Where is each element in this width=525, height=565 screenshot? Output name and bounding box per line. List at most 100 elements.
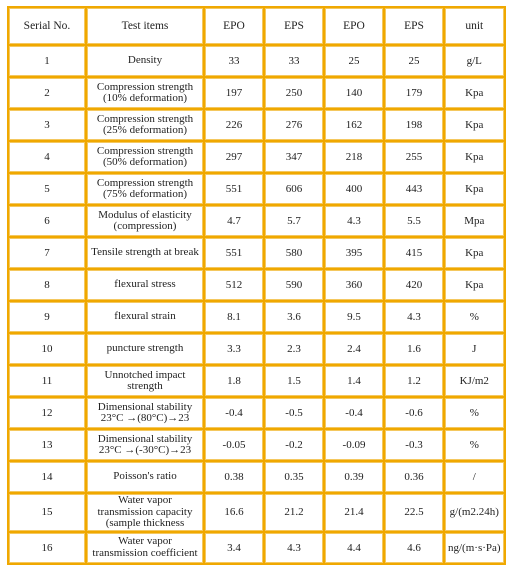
eps-1-cell: -0.2 — [265, 430, 323, 460]
test-item-cell: puncture strength — [87, 334, 203, 364]
test-item-cell: Modulus of elasticity (compression) — [87, 206, 203, 236]
eps-1-cell: 606 — [265, 174, 323, 204]
test-item-cell: Density — [87, 46, 203, 76]
epo-1-cell: 8.1 — [205, 302, 263, 332]
epo-1-cell: 512 — [205, 270, 263, 300]
epo-2-cell: 218 — [325, 142, 383, 172]
epo-1-cell: -0.05 — [205, 430, 263, 460]
epo-1-cell: 297 — [205, 142, 263, 172]
table-header-row: Serial No. Test items EPO EPS EPO EPS un… — [9, 8, 504, 44]
epo-2-cell: 21.4 — [325, 494, 383, 531]
eps-1-cell: 0.35 — [265, 462, 323, 492]
epo-2-cell: 1.4 — [325, 366, 383, 396]
unit-cell: Kpa — [445, 78, 504, 108]
epo-2-cell: 140 — [325, 78, 383, 108]
epo-2-cell: 400 — [325, 174, 383, 204]
unit-cell: Mpa — [445, 206, 504, 236]
unit-cell: % — [445, 302, 504, 332]
epo-2-cell: 4.3 — [325, 206, 383, 236]
properties-table: Serial No. Test items EPO EPS EPO EPS un… — [7, 6, 506, 565]
epo-2-cell: 395 — [325, 238, 383, 268]
table-row: 16 Water vapor transmission coefficient 3.… — [9, 532, 504, 563]
eps-2-cell: -0.3 — [385, 430, 443, 460]
eps-1-cell: 5.7 — [265, 206, 323, 236]
table-row: 15 Water vapor transmission capacity (sam… — [9, 494, 504, 531]
header-test-items: Test items — [87, 8, 203, 44]
serial-no-cell: 14 — [9, 462, 85, 492]
table-row: 9 flexural strain 8.1 3.6 9.5 4.3% — [9, 302, 504, 332]
properties-table-container: Serial No. Test items EPO EPS EPO EPS un… — [7, 6, 506, 565]
eps-2-cell: 25 — [385, 46, 443, 76]
eps-1-cell: 3.6 — [265, 302, 323, 332]
eps-1-cell: 1.5 — [265, 366, 323, 396]
header-serial-no: Serial No. — [9, 8, 85, 44]
eps-2-cell: 420 — [385, 270, 443, 300]
table-row: 12 Dimensional stability 23°C →(80°C)→23-… — [9, 398, 504, 428]
test-item-cell: Dimensional stability 23°C →(-30°C)→23 — [87, 430, 203, 460]
epo-2-cell: 360 — [325, 270, 383, 300]
serial-no-cell: 4 — [9, 142, 85, 172]
serial-no-cell: 15 — [9, 494, 85, 531]
table-row: 14 Poisson's ratio 0.38 0.35 0.39 0.36/ — [9, 462, 504, 492]
test-item-cell: Compression strength (50% deformation) — [87, 142, 203, 172]
test-item-cell: Poisson's ratio — [87, 462, 203, 492]
header-epo-1: EPO — [205, 8, 263, 44]
eps-2-cell: 4.6 — [385, 532, 443, 563]
unit-cell: Kpa — [445, 238, 504, 268]
epo-2-cell: 2.4 — [325, 334, 383, 364]
test-item-cell: Water vapor transmission coefficient — [87, 532, 203, 563]
serial-no-cell: 5 — [9, 174, 85, 204]
eps-1-cell: 2.3 — [265, 334, 323, 364]
eps-1-cell: 250 — [265, 78, 323, 108]
epo-1-cell: 4.7 — [205, 206, 263, 236]
unit-cell: J — [445, 334, 504, 364]
serial-no-cell: 11 — [9, 366, 85, 396]
eps-2-cell: -0.6 — [385, 398, 443, 428]
serial-no-cell: 10 — [9, 334, 85, 364]
test-item-cell: Compression strength (10% deformation) — [87, 78, 203, 108]
test-item-cell: flexural stress — [87, 270, 203, 300]
serial-no-cell: 1 — [9, 46, 85, 76]
serial-no-cell: 6 — [9, 206, 85, 236]
serial-no-cell: 2 — [9, 78, 85, 108]
eps-2-cell: 5.5 — [385, 206, 443, 236]
table-row: 8 flexural stress 512 590 360 420 Kpa — [9, 270, 504, 300]
epo-1-cell: 197 — [205, 78, 263, 108]
unit-cell: ng/(m·s·Pa) — [445, 532, 504, 563]
epo-1-cell: 551 — [205, 238, 263, 268]
test-item-cell: Compression strength (75% deformation) — [87, 174, 203, 204]
table-row: 11 Unnotched impact strength 1.8 1.5 1.4 1.2 K… — [9, 366, 504, 396]
epo-2-cell: 9.5 — [325, 302, 383, 332]
unit-cell: Kpa — [445, 142, 504, 172]
unit-cell: g/L — [445, 46, 504, 76]
serial-no-cell: 12 — [9, 398, 85, 428]
unit-cell: Kpa — [445, 270, 504, 300]
serial-no-cell: 7 — [9, 238, 85, 268]
epo-2-cell: 4.4 — [325, 532, 383, 563]
epo-1-cell: 226 — [205, 110, 263, 140]
unit-cell: Kpa — [445, 110, 504, 140]
eps-1-cell: -0.5 — [265, 398, 323, 428]
unit-cell: % — [445, 430, 504, 460]
unit-cell: Kpa — [445, 174, 504, 204]
eps-2-cell: 0.36 — [385, 462, 443, 492]
header-unit: unit — [445, 8, 504, 44]
eps-2-cell: 415 — [385, 238, 443, 268]
table-row: 4 Compression strength (50% deformation) 2… — [9, 142, 504, 172]
table-row: 5 Compression strength (75% deformation) 5… — [9, 174, 504, 204]
epo-1-cell: 3.4 — [205, 532, 263, 563]
test-item-cell: flexural strain — [87, 302, 203, 332]
eps-2-cell: 255 — [385, 142, 443, 172]
eps-2-cell: 4.3 — [385, 302, 443, 332]
eps-2-cell: 443 — [385, 174, 443, 204]
epo-1-cell: 1.8 — [205, 366, 263, 396]
epo-1-cell: 33 — [205, 46, 263, 76]
epo-1-cell: 16.6 — [205, 494, 263, 531]
eps-1-cell: 276 — [265, 110, 323, 140]
eps-2-cell: 1.2 — [385, 366, 443, 396]
test-item-cell: Compression strength (25% deformation) — [87, 110, 203, 140]
epo-1-cell: 0.38 — [205, 462, 263, 492]
serial-no-cell: 16 — [9, 532, 85, 563]
epo-1-cell: 3.3 — [205, 334, 263, 364]
epo-1-cell: -0.4 — [205, 398, 263, 428]
